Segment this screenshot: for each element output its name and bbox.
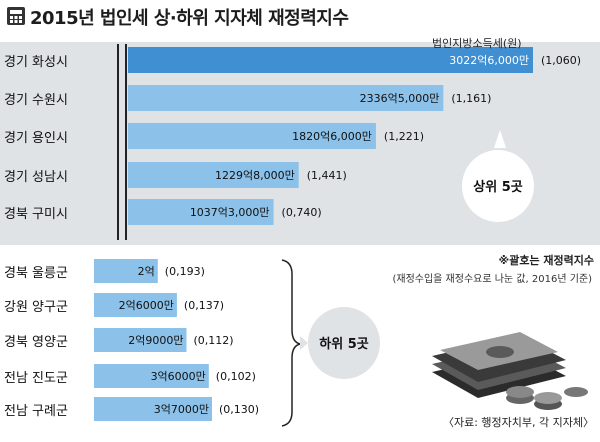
bar-top-cap-3 — [128, 123, 138, 149]
bar-top-5 — [138, 199, 274, 225]
index-label-bottom-3: (0,112) — [193, 334, 233, 347]
bars-layer: 3022억6,000만 (1,060) 2336억5,000만 (1,161) 1820… — [94, 47, 581, 421]
value-label-bottom-1: 2억 — [138, 265, 155, 278]
category-label-bottom-4: 전남 진도군 — [4, 371, 68, 386]
bar-top-cap-1 — [128, 47, 138, 73]
value-label-top-5: 1037억3,000만 — [190, 206, 270, 219]
bar-top-1 — [138, 47, 533, 73]
bar-bottom-1 — [94, 259, 158, 283]
category-label-bottom-5: 전남 구례군 — [4, 404, 68, 419]
bar-top-2 — [138, 85, 444, 111]
bar-top-3 — [138, 123, 376, 149]
value-label-top-4: 1229억8,000만 — [215, 169, 295, 182]
category-label-top-1: 경기 화성시 — [4, 55, 68, 70]
index-label-bottom-5: (0,130) — [219, 403, 259, 416]
money-stack-icon — [432, 332, 588, 410]
calculator-icon — [7, 7, 25, 25]
bar-bottom-5 — [94, 397, 212, 421]
value-label-top-3: 1820억6,000만 — [292, 130, 372, 143]
index-label-top-4: (1,441) — [307, 169, 347, 182]
note-subtitle: (재정수입을 재정수요로 나눈 값, 2016년 기준) — [392, 274, 592, 285]
value-label-bottom-5: 3억7000만 — [154, 403, 209, 416]
bottom-badge-label: 하위 5곳 — [319, 336, 368, 352]
value-label-bottom-3: 2억9000만 — [128, 334, 183, 347]
index-label-bottom-4: (0,102) — [216, 370, 256, 383]
index-label-top-5: (0,740) — [282, 206, 322, 219]
index-label-bottom-1: (0,193) — [165, 265, 205, 278]
bar-bottom-2 — [94, 293, 177, 317]
bottom-badge: 하위 5곳 — [300, 307, 380, 379]
category-label-top-3: 경기 용인시 — [4, 131, 68, 146]
category-label-top-4: 경기 성남시 — [4, 170, 68, 185]
value-label-bottom-4: 3억6000만 — [151, 370, 206, 383]
bar-top-cap-5 — [128, 199, 138, 225]
bar-top-4 — [138, 162, 299, 188]
bottom-bracket — [281, 259, 301, 427]
source-note: 〈자료: 행정자치부, 각 지자체〉 — [442, 416, 594, 429]
index-label-bottom-2: (0,137) — [184, 299, 224, 312]
unit-label: 법인지방소득세(원) — [432, 37, 522, 50]
bar-top-cap-2 — [128, 85, 138, 111]
category-label-bottom-1: 경북 울릉군 — [4, 266, 68, 281]
bar-top-cap-4 — [128, 162, 138, 188]
top-badge: 상위 5곳 — [462, 130, 534, 222]
value-label-bottom-2: 2억6000만 — [119, 299, 174, 312]
value-label-top-2: 2336억5,000만 — [360, 92, 440, 105]
top-badge-label: 상위 5곳 — [473, 180, 522, 195]
bar-bottom-3 — [94, 328, 187, 352]
category-label-top-2: 경기 수원시 — [4, 93, 68, 108]
index-label-top-2: (1,161) — [451, 92, 491, 105]
index-label-top-3: (1,221) — [384, 130, 424, 143]
chart-title: 2015년 법인세 상·하위 지자체 재정력지수 — [30, 8, 349, 29]
value-label-top-1: 3022억6,000만 — [449, 54, 529, 67]
note-title: ※괄호는 재정력지수 — [498, 254, 594, 267]
bar-bottom-4 — [94, 364, 209, 388]
category-label-bottom-3: 경북 영양군 — [4, 335, 68, 350]
index-label-top-1: (1,060) — [541, 54, 581, 67]
category-label-top-5: 경북 구미시 — [4, 207, 68, 222]
category-label-bottom-2: 강원 양구군 — [4, 300, 68, 315]
